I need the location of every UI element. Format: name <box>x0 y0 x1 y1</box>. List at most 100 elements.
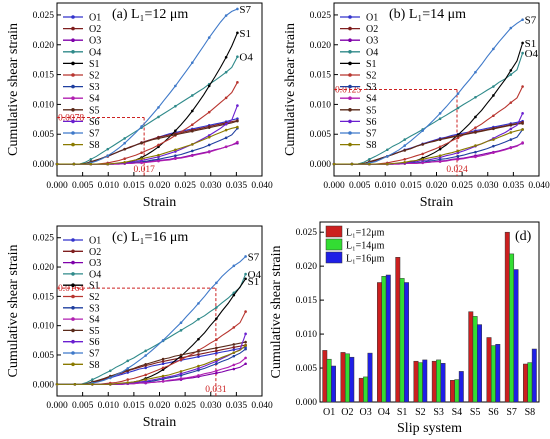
panel-1-x-axis-label: Strain <box>143 195 176 210</box>
panel-3-data-point-S7 <box>215 281 218 285</box>
panel-3-series-end-label: O4 <box>248 269 262 281</box>
panel-2-data-point-S4 <box>492 151 495 155</box>
panel-1-series-end-label: S7 <box>239 4 251 16</box>
panel-3-legend-marker-S8 <box>71 362 75 367</box>
panel-2: 0.0000.0050.0100.0150.0200.025Cumulative… <box>283 2 550 210</box>
panel-4-bar-L₁=14μm-O1 <box>326 358 332 403</box>
panel-2-data-point-O4 <box>368 157 371 161</box>
panel-1-data-point-S5 <box>207 126 211 129</box>
panel-2-data-point-S7 <box>509 26 513 30</box>
panel-1-data-point-O4 <box>191 94 194 97</box>
panel-2-series-end-label: S7 <box>525 15 537 27</box>
panel-4-legend-label-1: L₁=14μm <box>346 241 385 252</box>
panel-4-panel-title: (d) <box>515 229 532 244</box>
panel-3-data-point-S8 <box>179 370 183 373</box>
panel-4-bar-L₁=14μm-S5 <box>472 316 478 403</box>
panel-4-bar-L₁=16μm-S8 <box>531 348 537 403</box>
panel-3-data-point-S8 <box>126 381 130 384</box>
panel-4-bar-L₁=14μm-O3 <box>363 376 369 403</box>
panel-3-data-point-S7 <box>126 367 130 370</box>
panel-1-data-point-S7 <box>157 106 160 109</box>
panel-2-legend-marker-S1 <box>348 61 352 66</box>
panel-2-x-tick-label: 0.010 <box>375 181 397 191</box>
panel-4-category-label: S1 <box>397 407 408 418</box>
panel-2-legend-marker-S5 <box>348 108 352 112</box>
panel-3-legend-label-S3: S3 <box>89 303 100 314</box>
panel-1-y-tick-label: 0.010 <box>33 100 55 110</box>
panel-3-legend-label-S5: S5 <box>89 326 100 337</box>
panel-2-legend-marker-S2 <box>348 73 352 77</box>
panel-3-data-point-S3 <box>244 347 247 351</box>
panel-1-legend-marker-S3 <box>71 84 75 89</box>
panel-2-legend-label-O1: O1 <box>366 13 378 24</box>
panel-3-data-point-O4 <box>109 369 112 373</box>
panel-2-y-tick-label: 0.015 <box>310 71 332 81</box>
panel-1-data-point-S3 <box>207 143 211 147</box>
panel-4: 0.000 0.005 0.010 0.015 0.020 0.025 Cumulative… <box>269 221 540 436</box>
panel-2-legend-marker-S3 <box>348 84 352 89</box>
panel-4-category-label: S6 <box>488 407 499 418</box>
panel-4-bar-L₁=16μm-S4 <box>458 371 464 403</box>
panel-3-legend-marker-S5 <box>71 328 75 333</box>
panel-2-data-point-S7 <box>456 92 460 95</box>
panel-1-data-point-S2 <box>123 157 126 160</box>
panel-4-bar-L₁=12μm-S2 <box>413 360 419 403</box>
panel-4-category-label: S7 <box>506 407 517 418</box>
panel-3-legend-label-S2: S2 <box>89 292 100 303</box>
panel-1-series-line-S8 <box>57 126 238 165</box>
panel-3-data-point-S4 <box>197 374 200 377</box>
panel-1-data-point-S7 <box>191 61 194 64</box>
panel-3-data-point-S7 <box>244 255 247 258</box>
panel-2-data-point-S8 <box>438 154 442 158</box>
panel-2-data-point-S4 <box>421 161 424 165</box>
panel-2-legend-label-S2: S2 <box>366 71 377 82</box>
panel-2-data-point-S5 <box>492 127 495 131</box>
panel-4-legend-swatch-2 <box>325 251 343 264</box>
panel-4-category-label: S5 <box>470 407 481 418</box>
panel-2-data-point-O4 <box>386 148 389 152</box>
panel-2-data-point-S8 <box>368 162 371 166</box>
panel-2-data-point-S7 <box>421 129 424 132</box>
panel-2-x-tick-label: 0.015 <box>400 181 422 191</box>
panel-3-data-point-S4 <box>232 363 236 367</box>
panel-1-legend-marker-S2 <box>71 73 75 77</box>
panel-4-bar-L₁=16μm-S1 <box>404 282 409 403</box>
panel-2-data-point-S1 <box>474 115 477 119</box>
panel-3-legend-marker-S4 <box>71 317 75 321</box>
panel-3-plot-frame <box>56 225 263 397</box>
panel-1-data-point-S4 <box>207 150 211 154</box>
panel-3-legend-label-S7: S7 <box>89 349 100 360</box>
panel-3-y-tick-label: 0.010 <box>33 322 55 332</box>
panel-1-data-point-S8 <box>72 162 76 166</box>
panel-3-data-point-S4 <box>179 377 183 380</box>
panel-3-legend-label-O1: O1 <box>89 236 101 247</box>
panel-3-x-tick-label: 0.005 <box>72 401 94 411</box>
panel-3: 0.0000.0050.0100.0150.0200.025Cumulative… <box>6 225 273 430</box>
panel-2-data-point-S3 <box>438 157 442 161</box>
panel-3-legend-marker-O4 <box>71 272 75 276</box>
panel-3-data-point-S7 <box>197 302 200 305</box>
panel-2-data-point-O4 <box>521 51 524 55</box>
panel-3-legend-label-S6: S6 <box>89 337 100 348</box>
panel-1-legend-marker-S6 <box>71 119 75 124</box>
panel-2-data-point-S6 <box>456 151 460 155</box>
panel-2-data-point-S8 <box>421 157 424 161</box>
panel-4-y-tick-label: 0.015 <box>296 296 318 306</box>
panel-2-data-point-S6 <box>438 156 442 159</box>
panel-4-bar-L₁=14μm-S6 <box>490 345 496 403</box>
panel-1-y-axis-label: Cumulative shear strain <box>6 23 21 156</box>
panel-3-data-point-S4 <box>161 380 165 383</box>
panel-1-legend-label-O3: O3 <box>89 36 101 47</box>
panel-1-legend-marker-O4 <box>71 50 75 54</box>
panel-1-data-point-S6 <box>140 159 143 162</box>
panel-2-x-tick-label: 0.040 <box>528 181 550 191</box>
panel-2-data-point-S7 <box>474 70 477 74</box>
panel-3-data-point-S5 <box>215 346 218 350</box>
panel-1-panel-title: (a) L₁=12 μm <box>112 7 188 22</box>
panel-3-legend-label-O2: O2 <box>89 247 101 258</box>
panel-3-x-tick-label: 0.010 <box>98 401 120 411</box>
panel-1-data-point-S8 <box>207 135 211 139</box>
panel-1-legend-label-O4: O4 <box>89 47 101 58</box>
panel-3-data-point-O2 <box>215 349 218 353</box>
panel-4-x-axis-label: Slip system <box>397 421 462 436</box>
